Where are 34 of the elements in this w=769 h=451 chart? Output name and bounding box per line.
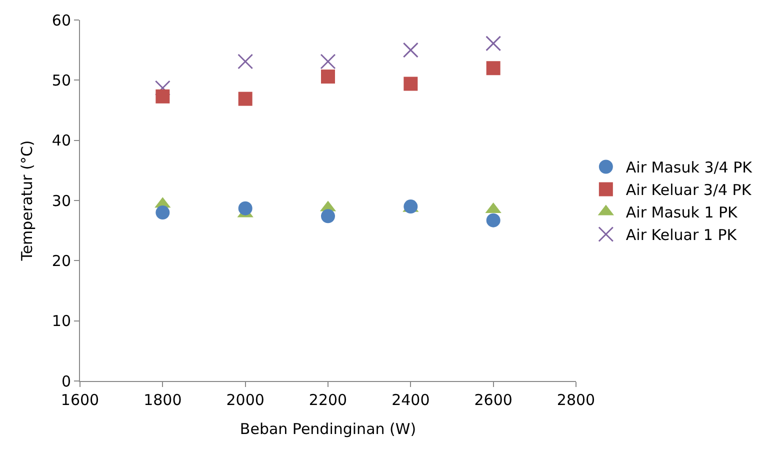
point — [486, 36, 502, 52]
legend-label: Air Keluar 3/4 PK — [626, 181, 752, 200]
x-tick-label: 2000 — [226, 391, 264, 409]
point — [238, 201, 252, 216]
point — [156, 206, 170, 220]
point — [321, 70, 335, 84]
y-tick-label: 30 — [52, 192, 71, 210]
x-axis-title: Beban Pendinginan (W) — [240, 420, 416, 438]
point — [238, 54, 254, 70]
point — [320, 54, 336, 70]
point — [486, 213, 500, 228]
point — [154, 80, 170, 96]
x-tick-label: 1600 — [60, 391, 100, 409]
point — [156, 89, 170, 104]
point — [238, 92, 252, 106]
point — [486, 61, 500, 76]
legend-label: Air Masuk 3/4 PK — [626, 158, 754, 177]
y-tick-label: 10 — [52, 312, 71, 330]
x-tick-label: 2400 — [392, 391, 430, 409]
x-tick-label: 2800 — [556, 391, 596, 409]
legend-label: Air Masuk 1 PK — [626, 204, 739, 222]
y-tick-label: 0 — [61, 372, 71, 390]
legend-label: Air Keluar 1 PK — [626, 226, 738, 244]
point — [402, 42, 418, 58]
point — [321, 209, 335, 224]
x-tick-label: 2600 — [474, 391, 512, 409]
y-tick-label: 40 — [52, 132, 71, 150]
y-tick-label: 50 — [52, 71, 71, 90]
y-axis-title: Temperatur (°C) — [18, 140, 36, 262]
x-tick-label: 2200 — [308, 391, 348, 409]
y-tick-label: 20 — [52, 252, 71, 270]
y-tick-label: 60 — [52, 11, 71, 30]
point — [404, 76, 418, 91]
x-tick-label: 1800 — [144, 391, 182, 409]
